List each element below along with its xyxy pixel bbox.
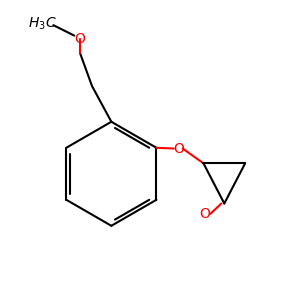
Text: $H_3C$: $H_3C$ [28,16,57,32]
Text: O: O [200,207,210,221]
Text: O: O [173,142,184,155]
Text: O: O [75,32,86,46]
